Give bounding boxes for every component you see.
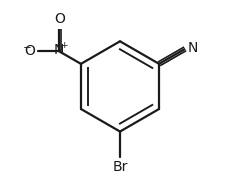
Text: −: − bbox=[23, 43, 32, 53]
Text: N: N bbox=[186, 41, 197, 55]
Text: Br: Br bbox=[112, 159, 127, 174]
Text: O: O bbox=[54, 12, 65, 26]
Text: +: + bbox=[60, 41, 67, 50]
Text: N: N bbox=[53, 43, 64, 57]
Text: O: O bbox=[25, 44, 35, 58]
